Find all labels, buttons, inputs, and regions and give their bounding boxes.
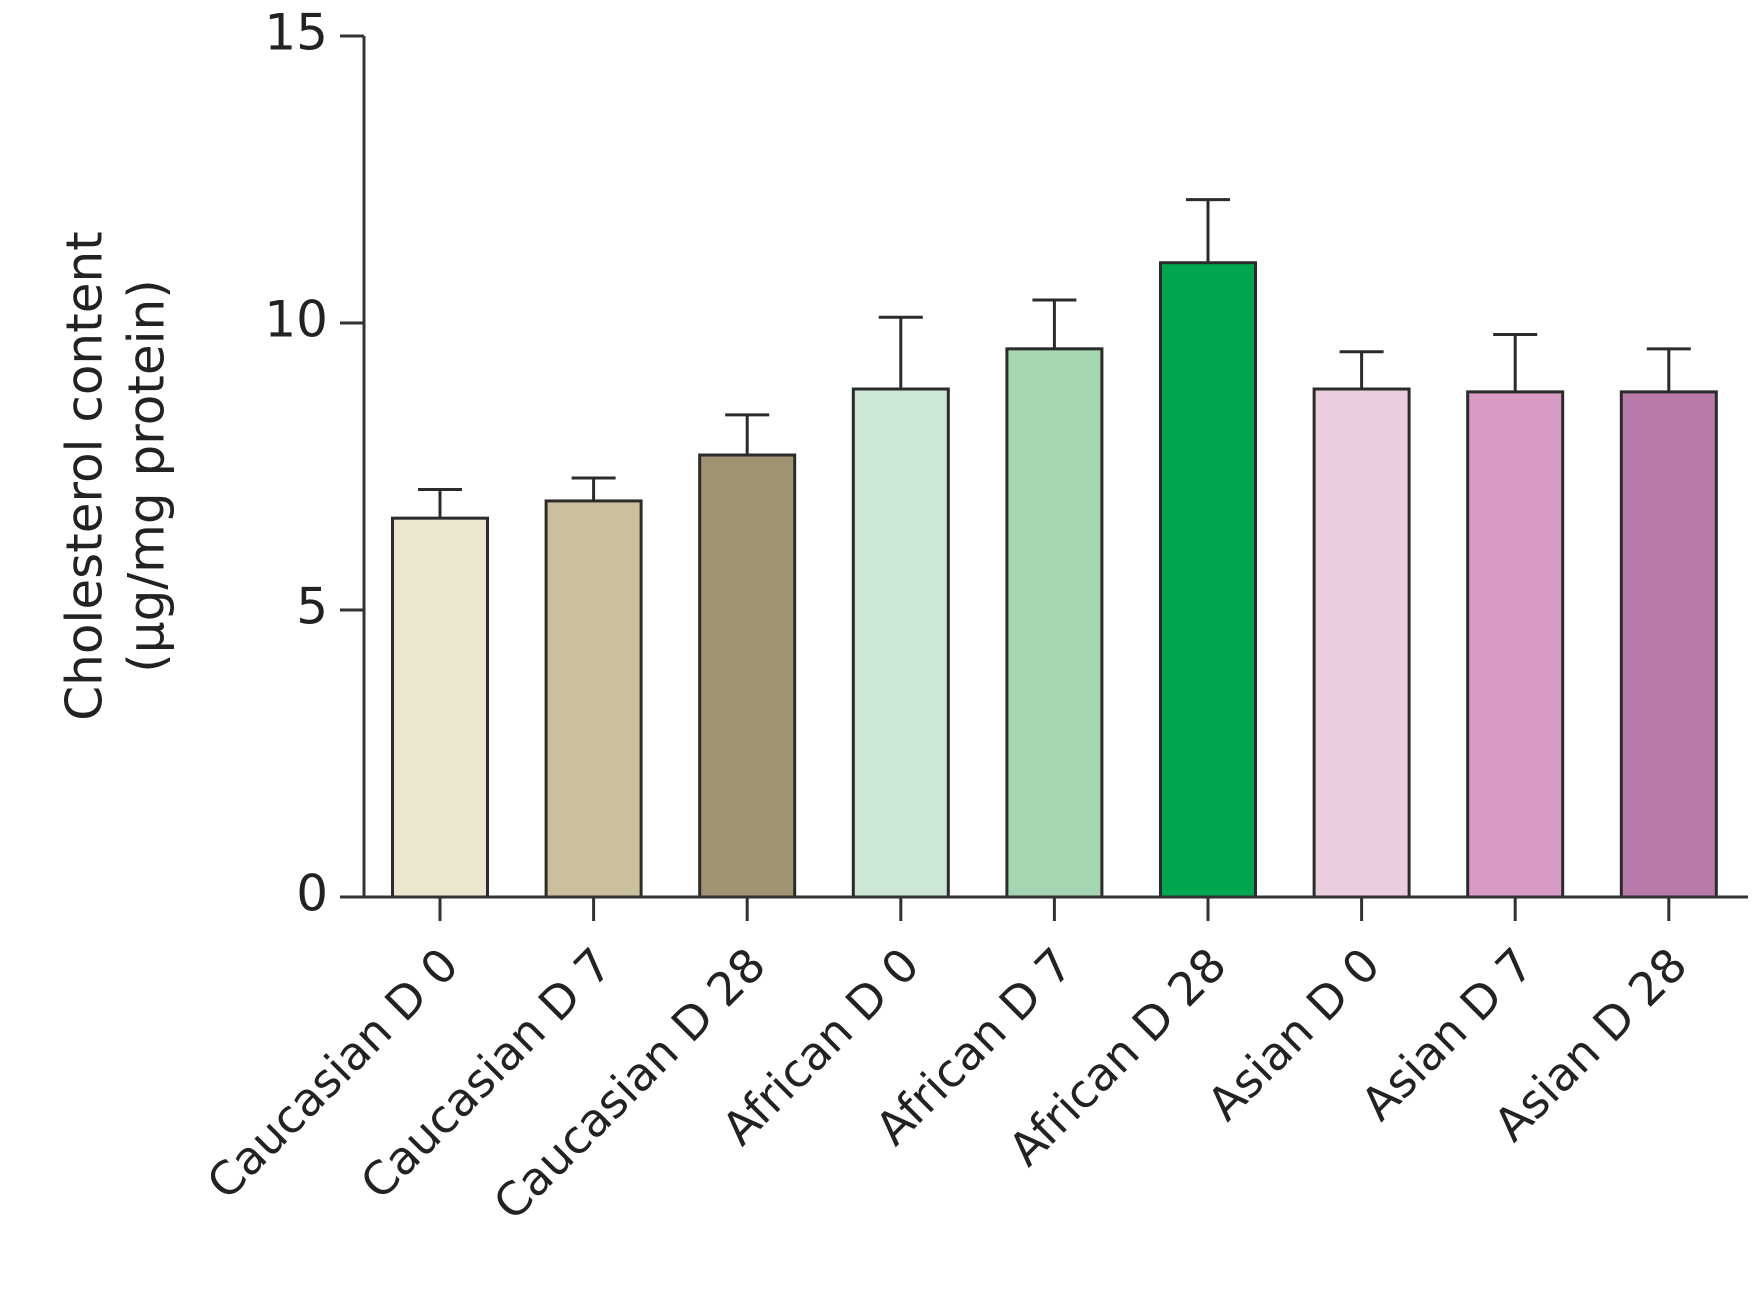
bar-group bbox=[1466, 332, 1565, 899]
bar bbox=[1312, 387, 1411, 899]
y-tick-label: 0 bbox=[296, 865, 328, 923]
bar bbox=[698, 453, 797, 899]
y-axis-label-line-2: (μg/mg protein) bbox=[118, 279, 176, 672]
bar bbox=[1005, 347, 1104, 899]
y-axis: 0 5 10 15 bbox=[264, 4, 366, 923]
bar bbox=[544, 499, 643, 899]
bar-group bbox=[391, 487, 489, 899]
bar-group bbox=[1312, 350, 1411, 899]
bar-group bbox=[544, 476, 643, 899]
bar-group bbox=[1619, 347, 1718, 899]
bar-group bbox=[851, 315, 950, 899]
y-tick-label: 15 bbox=[264, 4, 328, 62]
bar-group bbox=[1159, 198, 1257, 899]
bar bbox=[851, 387, 950, 899]
bar bbox=[391, 516, 489, 899]
bar-group bbox=[698, 413, 797, 899]
x-tick-label: Caucasian D 28 bbox=[483, 937, 776, 1230]
y-axis-label: Cholesterol content (μg/mg protein) bbox=[56, 231, 176, 721]
y-tick-label: 5 bbox=[296, 578, 328, 636]
bars-group bbox=[391, 198, 1718, 899]
bar bbox=[1466, 390, 1565, 899]
y-tick-label: 10 bbox=[264, 291, 328, 349]
bar bbox=[1159, 261, 1257, 899]
bar-group bbox=[1005, 298, 1104, 899]
bar bbox=[1619, 390, 1718, 899]
y-axis-label-line-1: Cholesterol content bbox=[56, 231, 114, 721]
